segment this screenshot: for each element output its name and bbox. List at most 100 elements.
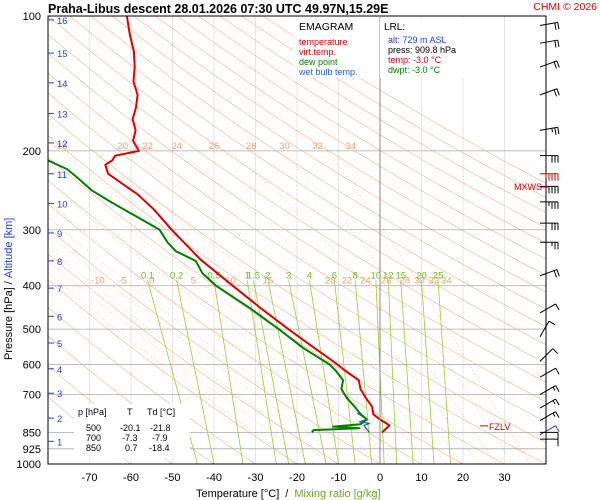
temperature-tick-label: -60	[123, 472, 139, 484]
wind-barb	[539, 88, 560, 97]
adiabat-label: 26	[209, 141, 220, 152]
altitude-tick-label: 13	[57, 109, 68, 120]
table-header-t: T	[127, 407, 133, 417]
adiabat-label: -5	[118, 276, 126, 287]
mixing-ratio-label: 4	[307, 270, 312, 281]
mixing-ratio-label: 3	[286, 270, 291, 281]
wind-barb-feather	[555, 385, 560, 392]
dry-adiabat	[262, 16, 546, 184]
table-cell: -20.1	[120, 423, 141, 433]
wind-barb-staff	[539, 367, 556, 378]
adiabat-label: 22	[142, 141, 153, 152]
wind-barb	[539, 398, 560, 409]
mixing-ratio-label: 10	[371, 270, 382, 281]
table-header-p: p [hPa]	[78, 407, 107, 417]
adiabat-labels: -15 20 22 24 26 28 30 32 34-10 -5 0 5 10 15 20 22 24 26 28…	[54, 141, 452, 287]
moist-adiabat	[281, 150, 514, 464]
wind-barb	[540, 241, 559, 250]
table-row: 850 0.7 -18.4	[86, 443, 170, 453]
mixing-ratio-line	[387, 280, 397, 464]
pressure-tick-label: 850	[23, 427, 41, 439]
mixing-ratio-label: 0.1	[141, 270, 154, 281]
adiabat-label: 15	[263, 276, 274, 287]
adiabat-label: 5	[191, 276, 196, 287]
dry-adiabat	[176, 16, 546, 244]
wind-barb-half-feather	[552, 412, 556, 417]
pressure-tick-label: 700	[23, 390, 41, 402]
dry-adiabat	[48, 33, 546, 364]
adiabat-label: 30	[414, 276, 425, 287]
altitude-tick-label: 15	[57, 49, 68, 60]
dry-adiabat	[112, 16, 546, 293]
dry-adiabat	[241, 16, 546, 199]
mixing-ratio-line	[253, 280, 290, 464]
wind-barb	[539, 39, 560, 48]
altitude-tick-label: 2	[57, 414, 62, 425]
altitude-tick-label: 5	[57, 339, 62, 350]
temperature-tick-label: -20	[289, 472, 305, 484]
wind-barb-feather	[557, 22, 560, 30]
table-cell: -18.4	[149, 443, 170, 453]
wind-barb-staff	[539, 425, 556, 436]
mixing-ratio-label: 2	[265, 270, 270, 281]
adiabat-label: 10	[225, 276, 236, 287]
wind-barb	[539, 348, 559, 362]
mixing-ratio-label: 12	[383, 270, 394, 281]
mixing-ratio-line	[176, 280, 215, 464]
altitude-tick-label: 8	[57, 257, 62, 268]
table-cell: -7.9	[152, 433, 168, 443]
wind-barb	[539, 411, 560, 422]
wind-barb	[540, 201, 559, 209]
mixing-ratio-label: 1	[245, 270, 250, 281]
wind-barb	[539, 425, 560, 436]
altitude-tick-label: 12	[57, 139, 68, 150]
table-cell: 0.7	[125, 443, 138, 453]
mixing-ratio-label: 6	[332, 270, 337, 281]
table-cell: -21.8	[150, 423, 171, 433]
table-header-td: Td [°C]	[147, 407, 175, 417]
adiabat-label: 22	[342, 276, 353, 287]
dry-adiabat	[219, 16, 546, 213]
y-axis-title: Pressure [hPa]/Altitude [km]	[3, 218, 15, 360]
mixing-ratio-line	[437, 280, 451, 464]
mixing-ratio-label: 0.2	[170, 270, 183, 281]
wind-barb-feather	[555, 411, 560, 418]
temperature-line	[104, 16, 391, 434]
moist-adiabat	[326, 150, 530, 464]
mixing-ratio-line	[288, 280, 327, 464]
table-row: 500 -20.1 -21.8	[86, 423, 171, 433]
wind-barb	[539, 385, 560, 396]
lrl-heading: LRL:	[384, 22, 405, 33]
table-cell: 850	[86, 443, 101, 453]
mixing-ratio-label: 25	[433, 270, 444, 281]
temperature-tick-label: -40	[206, 472, 222, 484]
temperature-ticks: -70 -60 -50 -40 -30 -20 -10 0 10 20 30	[82, 472, 511, 484]
mixing-ratio-line	[400, 280, 414, 464]
dry-adiabat	[48, 279, 298, 464]
adiabat-label: 34	[346, 141, 357, 152]
wind-barb	[539, 21, 560, 30]
altitude-tick-label: 11	[57, 170, 67, 181]
mixing-ratio-label: 0.5	[207, 270, 220, 281]
legend: EMAGRAM temperature virt.temp. dew point…	[293, 18, 377, 78]
adiabat-label: 30	[279, 141, 290, 152]
chart-title: Praha-Libus descent 28.01.2026 07:30 UTC…	[48, 2, 388, 16]
pressure-tick-label: 600	[23, 360, 41, 372]
altitude-tick-label: 4	[57, 365, 62, 376]
lrl-pressure: press: 909.8 hPa	[388, 45, 456, 55]
moist-adiabat	[48, 246, 331, 464]
isotherm-lines	[89, 16, 546, 464]
wind-barb-half-feather	[551, 128, 554, 133]
wind-barb	[540, 173, 559, 181]
wind-barb-staff	[539, 303, 556, 314]
altitude-tick-label: 16	[57, 16, 68, 27]
legend-heading: EMAGRAM	[299, 21, 353, 33]
dry-adiabat	[198, 16, 546, 229]
dry-adiabat	[48, 72, 546, 403]
wind-barb	[539, 367, 560, 378]
wind-barb-feather	[555, 398, 560, 406]
lrl-altitude: alt: 729 m ASL	[388, 35, 447, 45]
wind-barb-half-feather	[552, 400, 556, 405]
mixing-ratio-line	[333, 280, 356, 464]
mixing-ratio-label: 1.5	[247, 270, 260, 281]
